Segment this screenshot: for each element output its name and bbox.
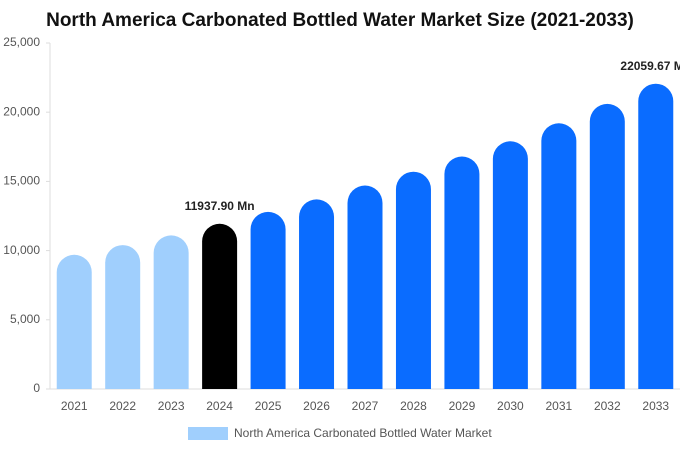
x-tick-label: 2031	[545, 399, 572, 413]
x-tick-label: 2023	[158, 399, 185, 413]
bar	[299, 199, 335, 389]
x-tick-label: 2025	[255, 399, 282, 413]
y-tick-label: 5,000	[10, 312, 40, 326]
y-tick-label: 20,000	[3, 104, 40, 118]
bar	[347, 185, 383, 389]
bar	[638, 83, 674, 390]
bar	[444, 156, 480, 389]
x-tick-label: 2026	[303, 399, 330, 413]
y-tick-label: 15,000	[3, 174, 40, 188]
bar	[105, 245, 141, 389]
x-tick-label: 2029	[449, 399, 476, 413]
bar	[153, 235, 189, 389]
bar	[56, 254, 92, 389]
legend-label: North America Carbonated Bottled Water M…	[234, 426, 492, 440]
bar	[395, 171, 431, 389]
x-tick-label: 2033	[642, 399, 669, 413]
y-tick-label: 0	[33, 381, 40, 395]
bar	[541, 123, 577, 389]
chart-title: North America Carbonated Bottled Water M…	[46, 10, 634, 31]
x-tick-label: 2027	[352, 399, 379, 413]
bar	[492, 141, 528, 389]
value-label: 22059.67 Mn	[620, 59, 680, 73]
bar	[202, 223, 238, 389]
x-tick-label: 2024	[206, 399, 233, 413]
bar	[250, 211, 286, 389]
bar	[589, 103, 625, 390]
value-label: 11937.90 Mn	[185, 199, 255, 213]
x-tick-label: 2030	[497, 399, 524, 413]
x-tick-label: 2021	[61, 399, 88, 413]
x-tick-label: 2022	[109, 399, 136, 413]
y-tick-label: 10,000	[3, 243, 40, 257]
y-tick-label: 25,000	[3, 35, 40, 49]
x-tick-label: 2032	[594, 399, 621, 413]
legend-swatch	[188, 427, 228, 440]
x-tick-label: 2028	[400, 399, 427, 413]
